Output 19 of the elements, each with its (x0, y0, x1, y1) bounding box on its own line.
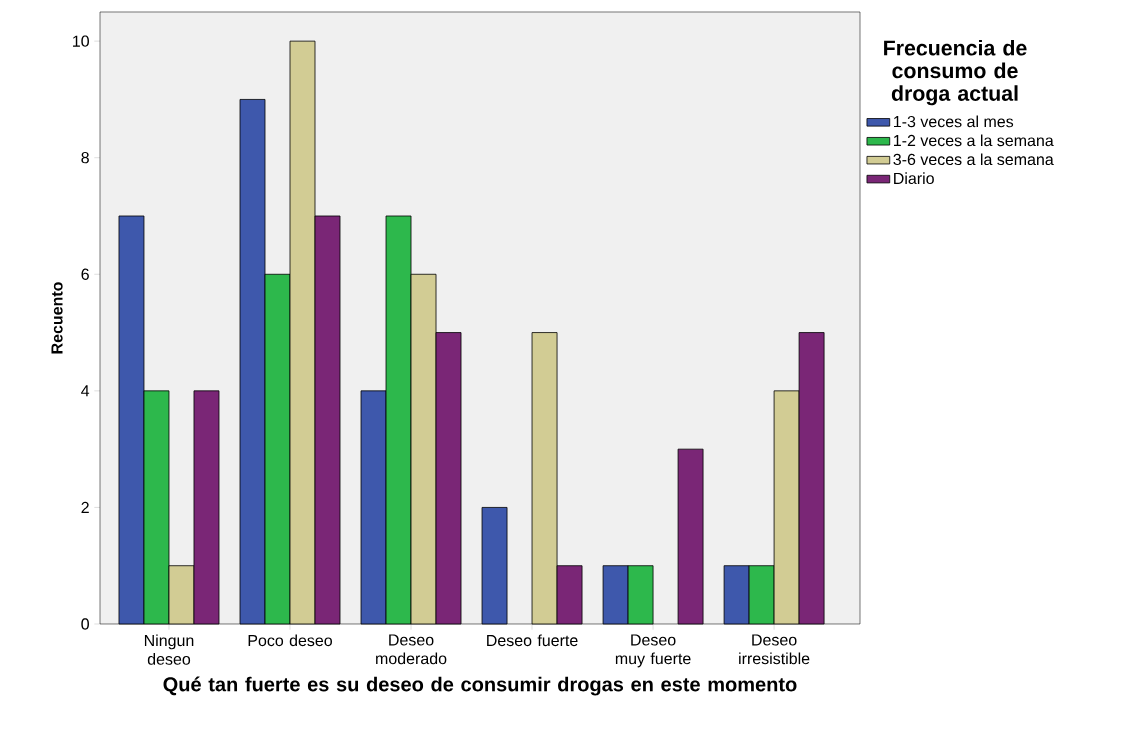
x-axis-title: Qué tan fuerte es su deseo de consumir drogas en este momento (163, 676, 797, 696)
x-tick-label: Deseo moderado (376, 634, 447, 665)
legend-label: 1-3 veces al mes (894, 115, 1014, 128)
y-tick-label: 8 (81, 152, 89, 164)
y-tick-label: 4 (81, 385, 90, 397)
y-axis-title: Recuento (51, 282, 63, 354)
legend-label: Diario (894, 172, 934, 185)
y-tick-label: 6 (81, 268, 89, 280)
y-tick-label: 0 (81, 618, 89, 630)
x-tick-label: Ningun deseo (144, 634, 194, 665)
y-tick-label: 2 (81, 501, 89, 514)
legend-title: Frecuencia de consumo de droga actual (884, 39, 1027, 106)
legend-label: 3-6 veces a la semana (893, 153, 1054, 166)
legend-label: 1-2 veces a la semana (894, 134, 1054, 147)
x-tick-label: Poco deseo (248, 634, 333, 647)
x-tick-label: Deseo irresistible (739, 634, 810, 665)
y-tick-label: 10 (73, 35, 89, 47)
x-tick-label: Deseo fuerte (487, 634, 578, 647)
x-tick-label: Deseo muy fuerte (615, 634, 691, 668)
